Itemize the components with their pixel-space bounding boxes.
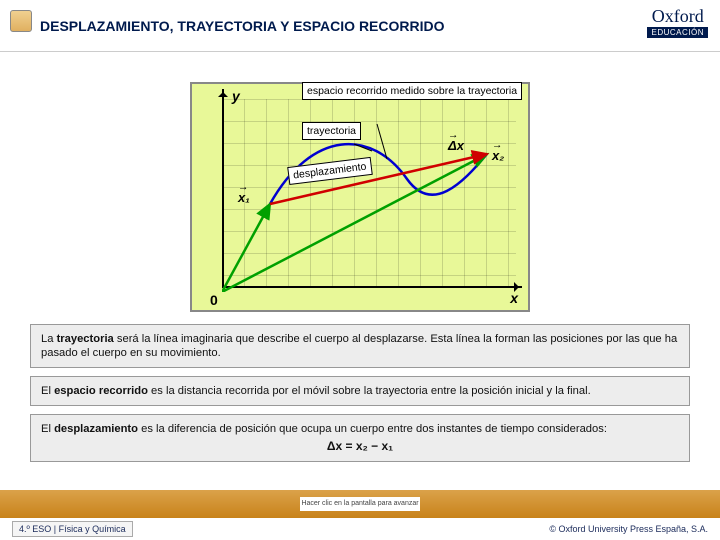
- box-espacio-recorrido: El espacio recorrido es la distancia rec…: [30, 376, 690, 406]
- b3-post: es la diferencia de posición que ocupa u…: [138, 423, 607, 435]
- content-area: y x 0 x₁ x₂ Δx espacio recorrido medido …: [0, 52, 720, 462]
- info-boxes: La trayectoria será la línea imaginaria …: [30, 324, 690, 462]
- callout-recorrido: espacio recorrido medido sobre la trayec…: [302, 82, 522, 100]
- x-axis-label: x: [510, 290, 518, 306]
- advance-button[interactable]: Hacer clic en la pantalla para avanzar: [300, 497, 420, 511]
- header-bar: DESPLAZAMIENTO, TRAYECTORIA Y ESPACIO RE…: [0, 0, 720, 52]
- b1-pre: La: [41, 333, 57, 345]
- b1-post: será la línea imaginaria que describe el…: [41, 333, 677, 359]
- b2-strong: espacio recorrido: [54, 385, 148, 397]
- logo-sub-text: EDUCACIÓN: [647, 27, 708, 38]
- dx-label: Δx: [448, 138, 464, 153]
- book-icon: [10, 10, 32, 32]
- x1-label: x₁: [238, 190, 250, 205]
- b3-strong: desplazamiento: [54, 423, 138, 435]
- b3-pre: El: [41, 423, 54, 435]
- box-trayectoria: La trayectoria será la línea imaginaria …: [30, 324, 690, 368]
- logo-main-text: Oxford: [647, 6, 708, 27]
- box-desplazamiento: El desplazamiento es la diferencia de po…: [30, 414, 690, 462]
- origin-label: 0: [210, 292, 218, 308]
- toolbar: Hacer clic en la pantalla para avanzar: [0, 490, 720, 518]
- footer: 4.º ESO | Física y Química © Oxford Univ…: [0, 518, 720, 540]
- callout-trayectoria: trayectoria: [302, 122, 361, 140]
- x2-label: x₂: [492, 148, 504, 163]
- b2-post: es la distancia recorrida por el móvil s…: [148, 385, 591, 397]
- b1-strong: trayectoria: [57, 333, 114, 345]
- footer-left: 4.º ESO | Física y Química: [12, 521, 133, 537]
- figure-plot: [222, 99, 520, 292]
- formula: Δx = x₂ − x₁: [41, 439, 679, 454]
- trajectory-figure: y x 0 x₁ x₂ Δx espacio recorrido medido …: [190, 82, 530, 312]
- footer-right: © Oxford University Press España, S.A.: [549, 524, 708, 534]
- b2-pre: El: [41, 385, 54, 397]
- page-title: DESPLAZAMIENTO, TRAYECTORIA Y ESPACIO RE…: [40, 18, 445, 34]
- brand-logo: Oxford EDUCACIÓN: [647, 6, 708, 38]
